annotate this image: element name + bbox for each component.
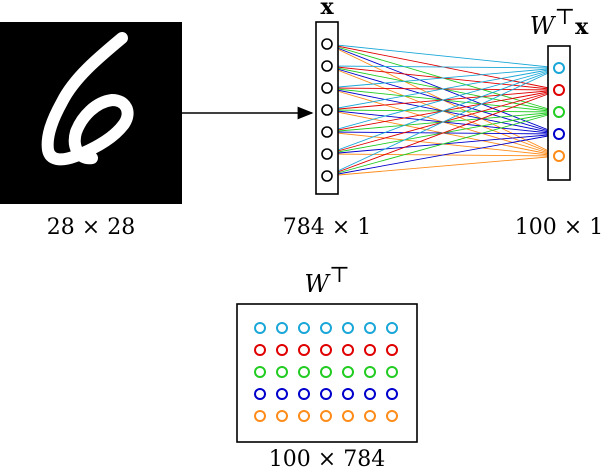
output-node <box>553 150 565 162</box>
matrix-entry <box>386 388 398 400</box>
weight-matrix-entries <box>254 322 398 422</box>
matrix-entry <box>276 322 288 334</box>
input-node <box>321 60 333 72</box>
connection-line <box>326 67 560 155</box>
input-node <box>321 126 333 138</box>
matrix-entry <box>342 388 354 400</box>
input-node <box>321 170 333 182</box>
matrix-entry <box>364 322 376 334</box>
input-node <box>321 104 333 116</box>
output-node <box>553 128 565 140</box>
matrix-entry <box>298 366 310 378</box>
matrix-entry <box>276 388 288 400</box>
matrix-entry <box>298 322 310 334</box>
connection-line <box>326 155 560 177</box>
matrix-entry <box>254 344 266 356</box>
connection-line <box>326 133 560 177</box>
matrix-entry <box>320 322 332 334</box>
matrix-entry <box>298 344 310 356</box>
matrix-entry <box>320 410 332 422</box>
connection-line <box>326 111 560 177</box>
connection-line <box>326 43 560 69</box>
matrix-entry <box>276 410 288 422</box>
connection-line <box>326 89 560 177</box>
output-node <box>553 106 565 118</box>
output-vector-title: W⊤x <box>530 5 589 40</box>
digit-six-icon <box>41 32 134 166</box>
connection-line <box>326 67 560 133</box>
output-vector-nodes <box>553 62 565 162</box>
connections <box>326 43 560 177</box>
matrix-entry <box>386 322 398 334</box>
connection-line <box>326 67 560 111</box>
matrix-entry <box>298 388 310 400</box>
matrix-entry <box>254 410 266 422</box>
output-vector-dims: 100 × 1 <box>515 215 603 240</box>
matrix-entry <box>276 366 288 378</box>
matrix-entry <box>342 344 354 356</box>
connection-line <box>326 67 560 177</box>
matrix-entry <box>342 366 354 378</box>
matrix-entry <box>320 366 332 378</box>
matrix-entry <box>298 410 310 422</box>
input-vector-dims: 784 × 1 <box>283 215 371 240</box>
matrix-entry <box>364 410 376 422</box>
matrix-entry <box>254 366 266 378</box>
matrix-entry <box>254 322 266 334</box>
weight-matrix-title: W⊤ <box>304 263 349 298</box>
weight-matrix-dims: 100 × 784 <box>269 447 385 472</box>
input-node <box>321 38 333 50</box>
matrix-entry <box>364 388 376 400</box>
input-vector-nodes <box>321 38 333 182</box>
matrix-entry <box>386 410 398 422</box>
connection-line <box>326 67 560 89</box>
input-node <box>321 82 333 94</box>
connection-line <box>326 65 560 69</box>
matrix-entry <box>320 344 332 356</box>
matrix-entry <box>342 410 354 422</box>
matrix-entry <box>254 388 266 400</box>
matrix-entry <box>276 344 288 356</box>
matrix-entry <box>342 322 354 334</box>
matrix-entry <box>364 344 376 356</box>
matrix-entry <box>364 366 376 378</box>
matrix-entry <box>386 344 398 356</box>
matrix-entry <box>386 366 398 378</box>
matrix-entry <box>320 388 332 400</box>
input-node <box>321 148 333 160</box>
input-image-dims: 28 × 28 <box>47 215 135 240</box>
input-vector-title: x <box>320 0 334 20</box>
output-node <box>553 84 565 96</box>
output-node <box>553 62 565 74</box>
